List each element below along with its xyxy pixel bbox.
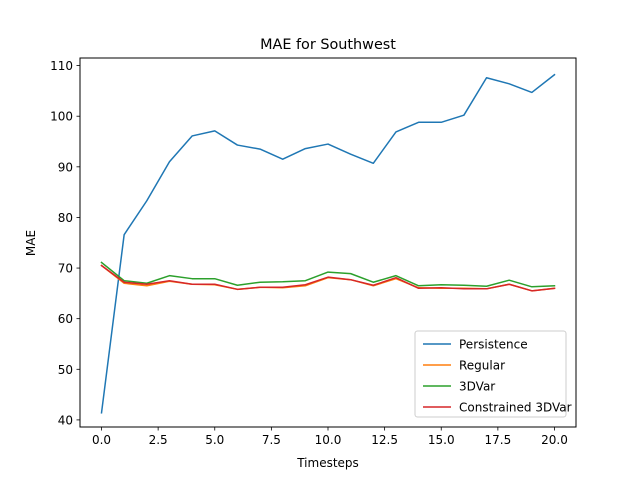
x-tick-label: 0.0 [92,433,111,447]
series-line-constrained-3dvar [100,264,556,292]
x-tick-label: 15.0 [428,433,455,447]
y-tick-label: 50 [58,363,73,377]
y-axis-label: MAE [24,230,38,256]
legend-label: Constrained 3DVar [459,400,572,414]
x-axis: 0.0 2.5 5.0 7.5 10.0 12.5 15.0 17.5 20.0 [92,427,568,447]
legend-label: Persistence [459,337,528,351]
y-tick-label: 110 [50,59,73,73]
y-tick-label: 70 [58,262,73,276]
y-tick-label: 60 [58,312,73,326]
y-tick-label: 40 [58,413,73,427]
x-tick-label: 10.0 [315,433,342,447]
y-axis: 40 50 60 70 80 90 100 110 [50,59,80,427]
legend-label: 3DVar [459,379,495,393]
x-tick-label: 2.5 [149,433,168,447]
x-axis-label: Timesteps [296,456,359,470]
y-tick-label: 80 [58,211,73,225]
x-tick-label: 17.5 [485,433,512,447]
x-tick-label: 5.0 [205,433,224,447]
legend: Persistence Regular 3DVar Constrained 3DVar [414,330,572,418]
x-tick-label: 20.0 [541,433,568,447]
y-tick-label: 100 [50,110,73,124]
legend-label: Regular [459,358,505,372]
chart-title: MAE for Southwest [260,37,396,53]
series-line-3dvar [100,261,556,288]
series-line-persistence [100,73,556,414]
x-tick-label: 12.5 [371,433,398,447]
series-layer [100,73,556,414]
y-tick-label: 90 [58,160,73,174]
legend-box [414,330,567,418]
x-tick-label: 7.5 [262,433,281,447]
